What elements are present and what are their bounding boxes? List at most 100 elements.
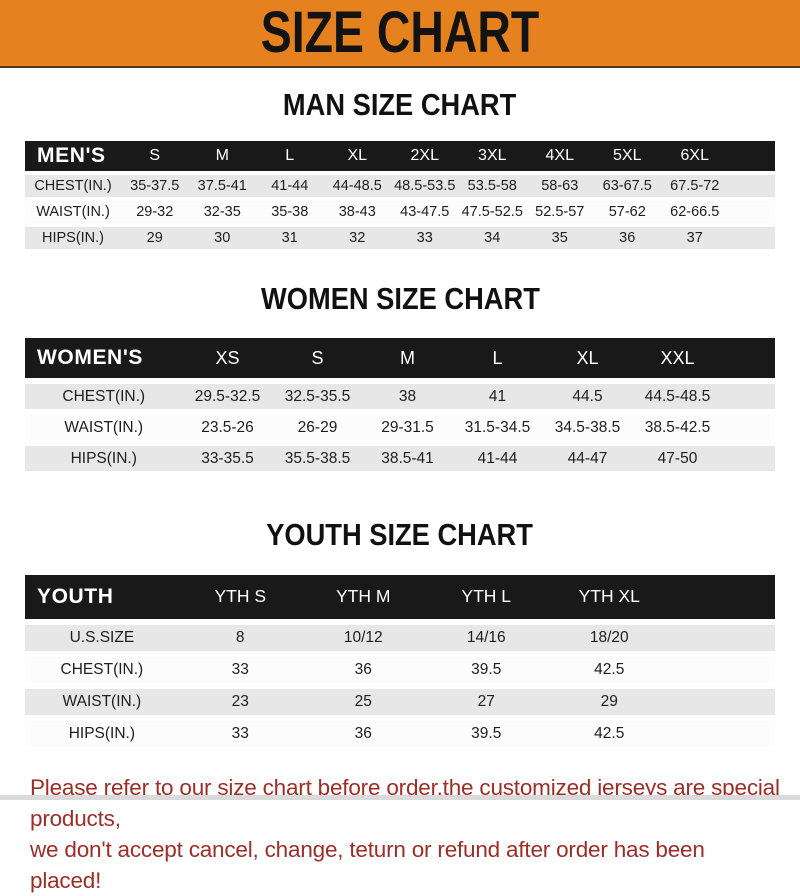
row-label: HIPS(IN.) <box>41 229 105 246</box>
value-cell: 53.5-58 <box>467 177 517 194</box>
man-size-header: S <box>149 146 161 164</box>
value-cell: 37.5-41 <box>197 177 247 194</box>
man-section-heading: MAN SIZE CHART <box>283 87 517 122</box>
youth-section-heading-wrap: YOUTH SIZE CHART <box>0 519 800 552</box>
footer-note-line1: Please refer to our size chart before or… <box>30 774 780 831</box>
value-cell: 41-44 <box>477 449 518 467</box>
man-size-header: 4XL <box>545 146 574 164</box>
value-cell: 31.5-34.5 <box>464 418 531 436</box>
man-hips-row: HIPS(IN.) 29 30 31 32 33 34 35 36 37 <box>25 226 776 249</box>
youth-waist-row: WAIST(IN.) 23 25 27 29 <box>25 688 775 715</box>
women-section-heading: WOMEN SIZE CHART <box>260 280 540 316</box>
footer-note: Please refer to our size chart before or… <box>30 772 780 896</box>
value-cell: 47-50 <box>657 449 698 467</box>
value-cell: 39.5 <box>471 724 502 742</box>
spacer-cell <box>671 657 775 683</box>
women-size-header: XS <box>215 347 240 368</box>
women-section-heading-wrap: WOMEN SIZE CHART <box>0 280 800 316</box>
value-cell: 62-66.5 <box>670 203 720 220</box>
value-cell: 27 <box>477 692 495 710</box>
row-label: HIPS(IN.) <box>68 724 136 742</box>
man-size-header: 5XL <box>613 146 642 164</box>
value-cell: 29-32 <box>136 203 174 220</box>
youth-group-label: YOUTH <box>37 584 114 608</box>
youth-hips-row: HIPS(IN.) 33 36 39.5 42.5 <box>25 720 775 747</box>
value-cell: 33 <box>231 724 249 742</box>
value-cell: 38.5-42.5 <box>644 418 711 436</box>
size-chart-banner: SIZE CHART <box>0 0 800 68</box>
youth-size-header: YTH L <box>461 586 512 607</box>
spacer-cell <box>723 446 776 471</box>
man-chest-row: CHEST(IN.) 35-37.5 37.5-41 41-44 44-48.5… <box>25 174 775 197</box>
spacer-cell <box>723 384 776 409</box>
man-size-header: L <box>285 146 295 164</box>
row-label: WAIST(IN.) <box>62 692 142 710</box>
value-cell: 31 <box>281 229 298 246</box>
man-size-header: 6XL <box>680 146 709 164</box>
man-size-header: M <box>215 146 229 164</box>
youth-ussize-row: U.S.SIZE 8 10/12 14/16 18/20 <box>25 624 775 651</box>
value-cell: 58-63 <box>541 177 579 194</box>
value-cell: 35 <box>551 229 568 246</box>
value-cell: 18/20 <box>589 628 629 646</box>
spacer-cell <box>671 721 775 747</box>
value-cell: 41 <box>488 387 507 405</box>
man-size-header: XL <box>347 146 368 164</box>
value-cell: 36 <box>354 660 372 678</box>
women-waist-row: WAIST(IN.) 23.5-26 26-29 29-31.5 31.5-34… <box>25 415 775 441</box>
women-size-header: S <box>311 347 324 368</box>
value-cell: 57-62 <box>608 203 646 220</box>
value-cell: 8 <box>235 628 245 646</box>
value-cell: 32 <box>349 229 366 246</box>
youth-size-header: YTH XL <box>578 586 640 607</box>
value-cell: 37 <box>686 229 703 246</box>
row-label: WAIST(IN.) <box>36 203 110 220</box>
value-cell: 44.5-48.5 <box>644 387 711 405</box>
value-cell: 33 <box>416 229 433 246</box>
value-cell: 33 <box>231 660 249 678</box>
value-cell: 47.5-52.5 <box>461 203 523 220</box>
value-cell: 33-35.5 <box>201 449 254 467</box>
row-label: CHEST(IN.) <box>34 177 112 194</box>
value-cell: 36 <box>354 724 372 742</box>
youth-section-heading: YOUTH SIZE CHART <box>266 517 534 553</box>
value-cell: 29 <box>600 692 618 710</box>
man-size-table: MEN'S S M L XL 2XL 3XL 4XL 5XL 6XL CHEST… <box>25 137 775 253</box>
women-size-table: WOMEN'S XS S M L XL XXL CHEST(IN.) 29.5-… <box>25 332 775 477</box>
value-cell: 42.5 <box>594 724 625 742</box>
value-cell: 23 <box>231 692 249 710</box>
women-hips-row: HIPS(IN.) 33-35.5 35.5-38.5 38.5-41 41-4… <box>25 446 776 472</box>
spacer-cell <box>723 338 776 378</box>
youth-size-header: YTH S <box>214 586 266 607</box>
youth-size-header: YTH M <box>336 586 391 607</box>
bottom-strip <box>0 795 800 800</box>
man-section-heading-wrap: MAN SIZE CHART <box>0 87 800 122</box>
value-cell: 35-37.5 <box>130 177 180 194</box>
value-cell: 36 <box>619 229 636 246</box>
banner-title: SIZE CHART <box>260 0 540 65</box>
row-label: U.S.SIZE <box>69 628 135 646</box>
man-size-header: 3XL <box>478 146 507 164</box>
value-cell: 30 <box>214 229 231 246</box>
spacer-cell <box>729 227 776 249</box>
value-cell: 25 <box>354 692 372 710</box>
spacer-cell <box>671 575 775 619</box>
youth-chest-row: CHEST(IN.) 33 36 39.5 42.5 <box>25 656 775 683</box>
footer-note-line2: we don't accept cancel, change, teturn o… <box>30 836 705 893</box>
value-cell: 52.5-57 <box>535 203 585 220</box>
spacer-cell <box>671 689 775 715</box>
youth-header-row: YOUTH YTH S YTH M YTH L YTH XL <box>25 574 775 619</box>
value-cell: 29 <box>146 229 163 246</box>
value-cell: 34.5-38.5 <box>554 418 621 436</box>
spacer-cell <box>671 625 775 651</box>
value-cell: 34 <box>484 229 501 246</box>
women-header-row: WOMEN'S XS S M L XL XXL <box>25 338 776 379</box>
value-cell: 44-48.5 <box>332 177 382 194</box>
women-chest-row: CHEST(IN.) 29.5-32.5 32.5-35.5 38 41 44.… <box>25 384 776 410</box>
man-size-header: 2XL <box>410 146 439 164</box>
man-header-row: MEN'S S M L XL 2XL 3XL 4XL 5XL 6XL <box>25 140 776 171</box>
row-label: CHEST(IN.) <box>60 660 144 678</box>
value-cell: 32.5-35.5 <box>284 387 351 405</box>
spacer-cell <box>729 141 776 171</box>
value-cell: 38.5-41 <box>381 449 434 467</box>
